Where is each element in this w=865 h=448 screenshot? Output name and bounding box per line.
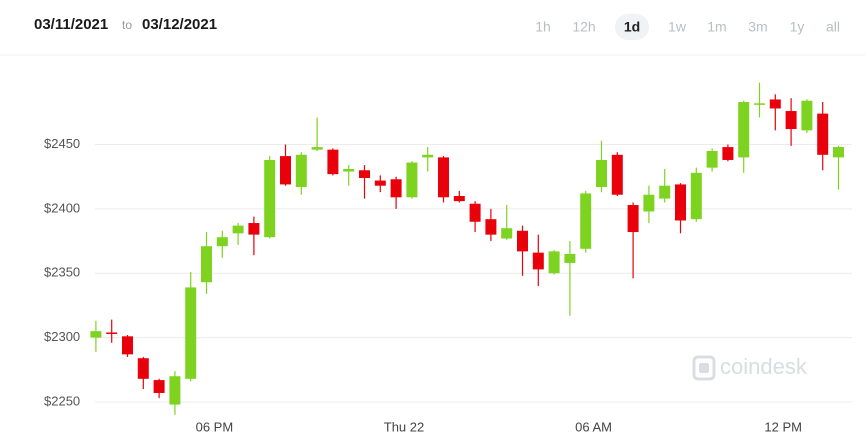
- y-tick-label: $2450: [44, 136, 80, 151]
- candle-body: [754, 103, 765, 105]
- candle-body: [137, 358, 149, 379]
- candle-body: [485, 219, 497, 235]
- date-to: 03/12/2021: [142, 16, 217, 33]
- y-tick-label: $2350: [44, 265, 80, 280]
- candle-body: [122, 336, 133, 355]
- candle-body: [627, 205, 639, 233]
- candle-body: [153, 380, 165, 393]
- range-button[interactable]: 1h: [535, 19, 551, 35]
- candle-body: [406, 162, 418, 198]
- candle-body: [722, 147, 734, 160]
- range-button[interactable]: 1m: [707, 19, 726, 35]
- candle-body: [280, 156, 291, 185]
- candle-body: [216, 237, 228, 247]
- candle-body: [106, 332, 118, 334]
- candle-body: [327, 149, 339, 175]
- candle-body: [517, 230, 528, 252]
- candle-body: [785, 111, 797, 130]
- candle-body: [390, 179, 402, 198]
- candle-body: [769, 99, 781, 109]
- candle-body: [264, 159, 276, 238]
- candle-body: [532, 252, 544, 270]
- candle-body: [295, 154, 307, 187]
- candle-body: [580, 193, 592, 249]
- candle-body: [596, 159, 607, 187]
- x-tick-label: 12 PM: [764, 419, 802, 434]
- x-tick-label: 06 AM: [575, 419, 612, 434]
- watermark: coindesk: [692, 354, 808, 381]
- watermark-text: coindesk: [720, 354, 808, 379]
- y-tick-label: $2400: [44, 200, 80, 215]
- candle-body: [169, 376, 181, 405]
- candle-body: [659, 185, 671, 199]
- candle-body: [232, 225, 244, 234]
- candle-body: [438, 157, 449, 198]
- candle-body: [453, 196, 465, 202]
- range-button[interactable]: 1y: [790, 19, 805, 35]
- y-tick-label: $2250: [44, 393, 80, 408]
- candle-body: [738, 102, 750, 158]
- candle-body: [185, 287, 197, 379]
- candle-body: [201, 246, 212, 283]
- candle-body: [690, 172, 702, 220]
- x-tick-label: Thu 22: [384, 419, 424, 434]
- watermark-icon: [692, 355, 716, 381]
- candle-body: [501, 228, 513, 239]
- candle-body: [801, 100, 813, 131]
- candle-body: [675, 184, 686, 221]
- date-to-word: to: [122, 18, 132, 32]
- candle-body: [90, 331, 102, 338]
- x-tick-label: 06 PM: [196, 419, 234, 434]
- range-button[interactable]: 3m: [748, 19, 767, 35]
- candle-body: [833, 147, 844, 158]
- candle-body: [611, 154, 623, 195]
- candle-body: [374, 180, 386, 186]
- candle-body: [564, 253, 576, 263]
- candle-body: [311, 147, 323, 150]
- candle-body: [817, 113, 829, 155]
- candle-body: [548, 251, 560, 274]
- candle-body: [469, 203, 481, 222]
- range-button[interactable]: 12h: [572, 19, 595, 35]
- candle-body: [643, 194, 655, 212]
- candle-body: [359, 170, 370, 178]
- date-from: 03/11/2021: [34, 16, 108, 33]
- range-selected-bg: [615, 14, 649, 40]
- candle-body: [248, 223, 260, 235]
- candle-body: [422, 154, 434, 158]
- range-button[interactable]: 1w: [668, 19, 687, 35]
- watermark-icon-inner: [699, 363, 709, 373]
- range-button[interactable]: 1d: [624, 19, 640, 35]
- range-button[interactable]: all: [826, 19, 840, 35]
- candle-body: [343, 168, 355, 172]
- y-tick-label: $2300: [44, 329, 80, 344]
- candle-body: [706, 150, 718, 168]
